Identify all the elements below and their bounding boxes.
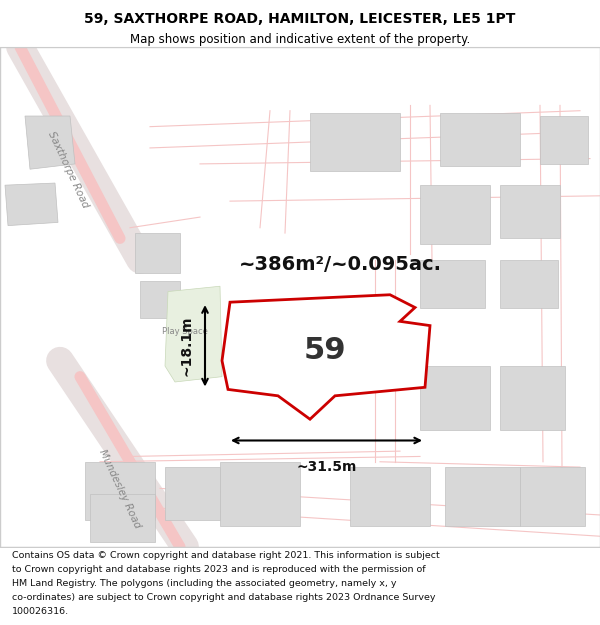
Text: to Crown copyright and database rights 2023 and is reproduced with the permissio: to Crown copyright and database rights 2… [12,565,425,574]
Bar [520,467,585,526]
Text: Contains OS data © Crown copyright and database right 2021. This information is : Contains OS data © Crown copyright and d… [12,551,440,560]
Text: 100026316.: 100026316. [12,607,69,616]
Polygon shape [165,286,222,382]
Text: ~18.1m: ~18.1m [179,316,193,376]
Text: Mundesley Road: Mundesley Road [97,448,143,529]
Bar [85,462,155,520]
Text: HM Land Registry. The polygons (including the associated geometry, namely x, y: HM Land Registry. The polygons (includin… [12,579,397,588]
Bar [165,467,220,520]
Text: Play Space: Play Space [162,328,208,336]
Text: Map shows position and indicative extent of the property.: Map shows position and indicative extent… [130,32,470,46]
Bar [420,185,490,244]
Bar [500,259,558,308]
Bar [90,494,155,541]
Bar [500,366,565,430]
Polygon shape [222,295,430,419]
Bar [310,113,400,171]
Text: co-ordinates) are subject to Crown copyright and database rights 2023 Ordnance S: co-ordinates) are subject to Crown copyr… [12,593,436,602]
Bar [540,116,588,164]
Bar [440,113,520,166]
Bar [220,462,300,526]
Text: ~386m²/~0.095ac.: ~386m²/~0.095ac. [239,256,442,274]
Bar [420,259,485,308]
Bar [140,281,180,318]
Text: Saxthorpe Road: Saxthorpe Road [46,129,90,209]
Text: ~31.5m: ~31.5m [296,459,356,474]
Polygon shape [5,183,58,226]
Bar [445,467,520,526]
Bar [420,366,490,430]
Polygon shape [25,116,75,169]
Text: 59: 59 [304,336,346,364]
Bar [135,233,180,274]
Bar [350,467,430,526]
Bar [500,185,560,238]
Bar [185,336,215,363]
Text: 59, SAXTHORPE ROAD, HAMILTON, LEICESTER, LE5 1PT: 59, SAXTHORPE ROAD, HAMILTON, LEICESTER,… [85,12,515,26]
